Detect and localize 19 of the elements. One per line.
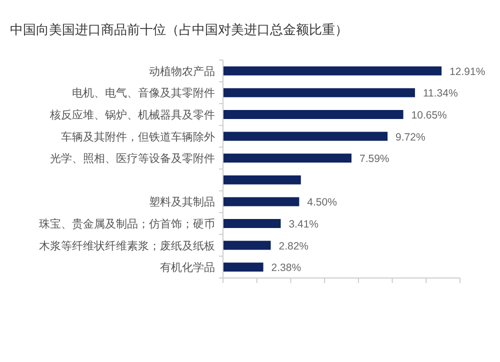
y-tick-label: 木浆等纤维状纤维素浆；废纸及纸板 <box>39 239 215 252</box>
data-label: 2.38% <box>271 262 302 274</box>
y-tick-label: 车辆及其附件，但铁道车辆除外 <box>61 130 215 144</box>
y-tick-label: 塑料及其制品 <box>149 196 215 209</box>
y-tick-label: 光学、照相、医疗等设备及零附件 <box>50 152 215 166</box>
data-label: 2.82% <box>278 240 309 252</box>
data-label: 7.59% <box>359 153 390 166</box>
data-label: 10.65% <box>411 110 447 122</box>
data-label: 11.34% <box>422 88 458 100</box>
y-tick-label: 动植物农产品 <box>149 64 215 78</box>
data-label: 4.50% <box>307 196 337 209</box>
data-label: 3.41% <box>288 218 319 230</box>
y-tick-label: 电机、电气、音像及其零附件 <box>72 86 215 100</box>
y-tick-label: 核反应堆、锅炉、机械器具及零件 <box>49 108 215 122</box>
data-label: 12.91% <box>450 66 486 78</box>
title: 中国向美国进口商品前十位（占中国对美进口总金额比重） <box>10 22 348 37</box>
data-label: 9.72% <box>396 131 426 144</box>
y-tick-label: 珠宝、贵金属及制品；仿首饰；硬币 <box>39 218 215 230</box>
y-tick-label: 有机化学品 <box>160 262 215 274</box>
